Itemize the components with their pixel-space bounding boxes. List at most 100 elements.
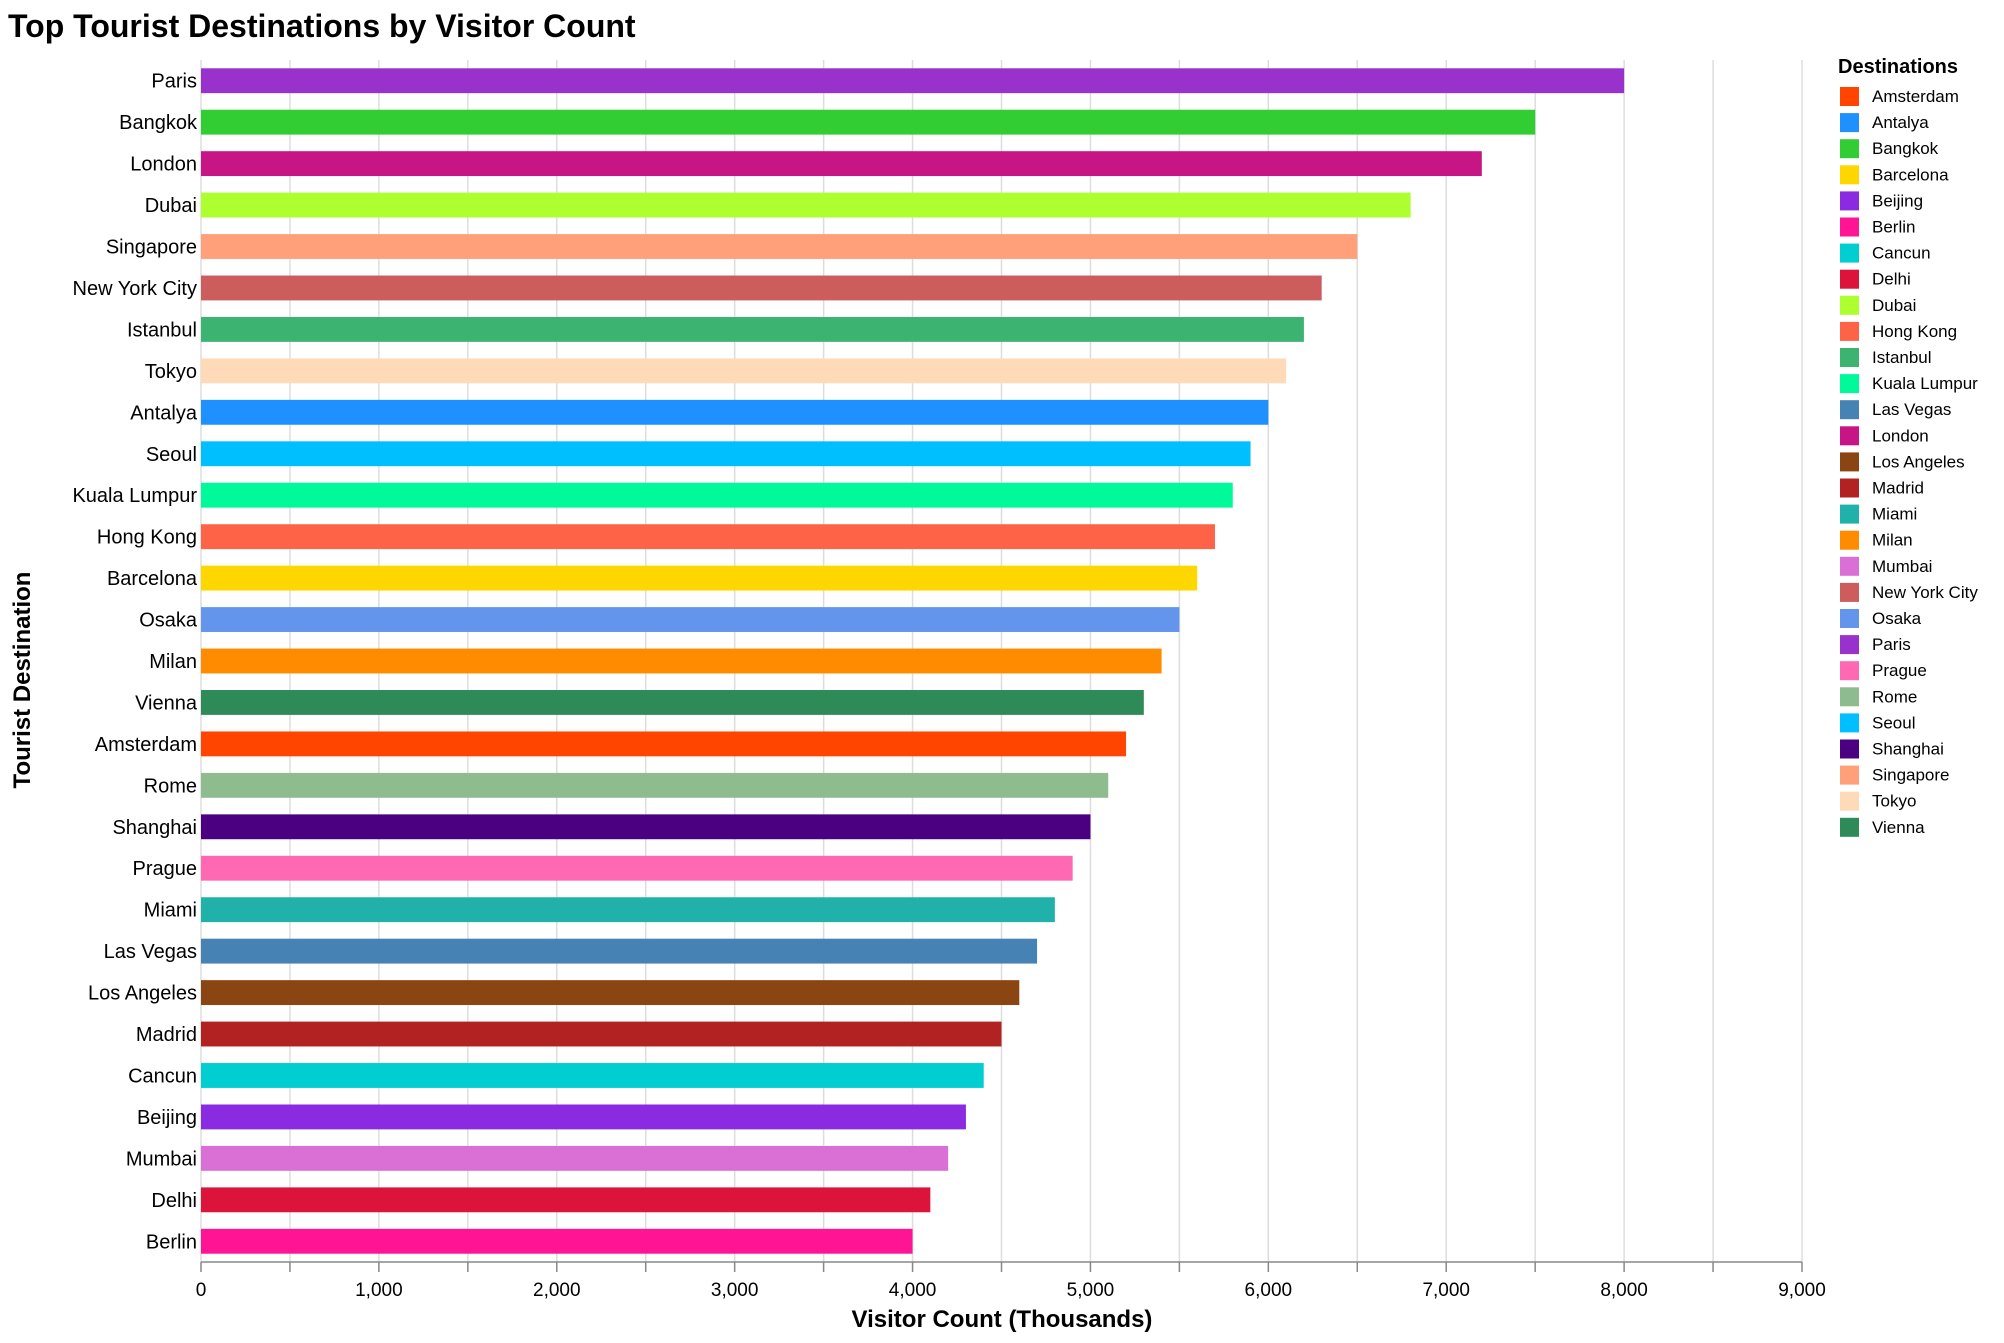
legend-swatch [1840, 321, 1859, 341]
bar-delhi[interactable] [201, 1187, 931, 1213]
y-tick-label: Mumbai [126, 1148, 197, 1170]
bar-antalya[interactable] [201, 399, 1269, 425]
legend-label: Las Vegas [1872, 400, 1951, 419]
y-tick-label: Cancun [128, 1065, 197, 1087]
x-tick-label: 3,000 [711, 1280, 759, 1301]
legend-label: Singapore [1872, 766, 1950, 785]
bar-madrid[interactable] [201, 1021, 1002, 1047]
y-tick-label: Paris [151, 71, 197, 93]
bar-barcelona[interactable] [201, 565, 1198, 591]
bar-berlin[interactable] [201, 1228, 913, 1254]
bar-vienna[interactable] [201, 690, 1144, 715]
legend-swatch [1840, 426, 1859, 446]
bar-miami[interactable] [201, 897, 1055, 923]
bar-beijing[interactable] [201, 1104, 966, 1130]
legend-swatch [1840, 635, 1859, 655]
legend-swatch [1840, 452, 1859, 472]
legend-swatch [1840, 791, 1859, 811]
bar-seoul[interactable] [201, 441, 1251, 467]
legend-label: Tokyo [1872, 792, 1916, 811]
bar-mumbai[interactable] [201, 1145, 949, 1171]
legend-items: Amsterdam Antalya Bangkok Barcelona Beijing B… [1840, 87, 1978, 837]
legend-label: Dubai [1872, 296, 1916, 315]
y-tick-label: Kuala Lumpur [72, 485, 197, 507]
legend-label: Delhi [1872, 270, 1911, 289]
y-tick-label: Vienna [135, 692, 198, 714]
bar-kuala-lumpur[interactable] [201, 482, 1233, 508]
legend-swatch [1840, 713, 1859, 733]
legend-label: Beijing [1872, 191, 1923, 210]
legend-swatch [1840, 739, 1859, 759]
y-tick-label: Dubai [145, 195, 197, 217]
bar-new-york-city[interactable] [201, 275, 1322, 301]
y-tick-label: Delhi [151, 1190, 197, 1212]
legend-swatch [1840, 817, 1859, 837]
bar-cancun[interactable] [201, 1063, 984, 1088]
bar-las-vegas[interactable] [201, 938, 1038, 964]
y-tick-label: London [130, 154, 197, 176]
legend-label: Vienna [1872, 818, 1925, 837]
y-tick-label: Las Vegas [104, 941, 197, 963]
y-tick-label: Seoul [146, 444, 197, 466]
bar-amsterdam[interactable] [201, 731, 1127, 757]
legend-swatch [1840, 269, 1859, 289]
bar-bangkok[interactable] [201, 109, 1536, 135]
legend-swatch [1840, 191, 1859, 211]
bar-singapore[interactable] [201, 234, 1358, 259]
x-tick-label: 0 [196, 1280, 207, 1301]
y-tick-label: Los Angeles [88, 983, 197, 1005]
bar-osaka[interactable] [201, 607, 1180, 632]
x-tick-label: 9,000 [1778, 1280, 1826, 1301]
bar-hong-kong[interactable] [201, 524, 1215, 550]
y-tick-label: Milan [149, 651, 197, 673]
legend-label: Antalya [1872, 113, 1929, 132]
bar-shanghai[interactable] [201, 814, 1091, 840]
legend-label: Amsterdam [1872, 87, 1959, 106]
legend-title: Destinations [1838, 56, 1958, 78]
legend-swatch [1840, 504, 1859, 524]
bar-tokyo[interactable] [201, 358, 1287, 384]
legend-label: Istanbul [1872, 348, 1932, 367]
bar-dubai[interactable] [201, 192, 1411, 218]
legend-label: Cancun [1872, 244, 1931, 263]
bar-istanbul[interactable] [201, 316, 1304, 342]
bar-los-angeles[interactable] [201, 980, 1020, 1006]
y-tick-label: Bangkok [119, 112, 198, 134]
x-tick-label: 2,000 [533, 1280, 581, 1301]
legend-swatch [1840, 556, 1859, 576]
y-tick-label: Beijing [137, 1107, 197, 1129]
bar-rome[interactable] [201, 772, 1109, 798]
y-tick-label: Amsterdam [95, 734, 197, 756]
legend-swatch [1840, 374, 1859, 394]
legend-label: Los Angeles [1872, 452, 1965, 471]
legend-label: Berlin [1872, 218, 1915, 237]
x-tick-label: 1,000 [355, 1280, 403, 1301]
bar-london[interactable] [201, 151, 1482, 177]
legend-label: Shanghai [1872, 740, 1944, 759]
legend-label: Rome [1872, 687, 1917, 706]
legend-swatch [1840, 530, 1859, 550]
x-tick-label: 7,000 [1422, 1280, 1470, 1301]
legend-label: Bangkok [1872, 139, 1939, 158]
bar-paris[interactable] [201, 68, 1625, 94]
legend-label: Osaka [1872, 609, 1922, 628]
legend-swatch [1840, 165, 1859, 185]
legend-swatch [1840, 217, 1859, 237]
y-axis-title: Tourist Destination [9, 572, 36, 789]
chart-title: Top Tourist Destinations by Visitor Coun… [8, 8, 636, 44]
y-axis: Paris Bangkok London Dubai Singapore New York… [72, 71, 198, 1254]
legend: Destinations Amsterdam Antalya Bangkok Barc… [1838, 56, 1978, 837]
y-tick-label: New York City [73, 278, 198, 300]
gridlines [200, 60, 1803, 1262]
y-tick-label: Barcelona [107, 568, 198, 590]
y-tick-label: Berlin [146, 1231, 197, 1253]
x-axis-title: Visitor Count (Thousands) [852, 1306, 1153, 1333]
y-tick-label: Miami [144, 900, 197, 922]
y-tick-label: Singapore [106, 237, 197, 259]
bar-milan[interactable] [201, 648, 1162, 674]
x-axis: 0 1,000 2,000 3,000 4,000 5,000 6,000 7,000 8,00… [196, 1261, 1826, 1301]
bar-prague[interactable] [201, 855, 1073, 881]
legend-swatch [1840, 139, 1859, 159]
